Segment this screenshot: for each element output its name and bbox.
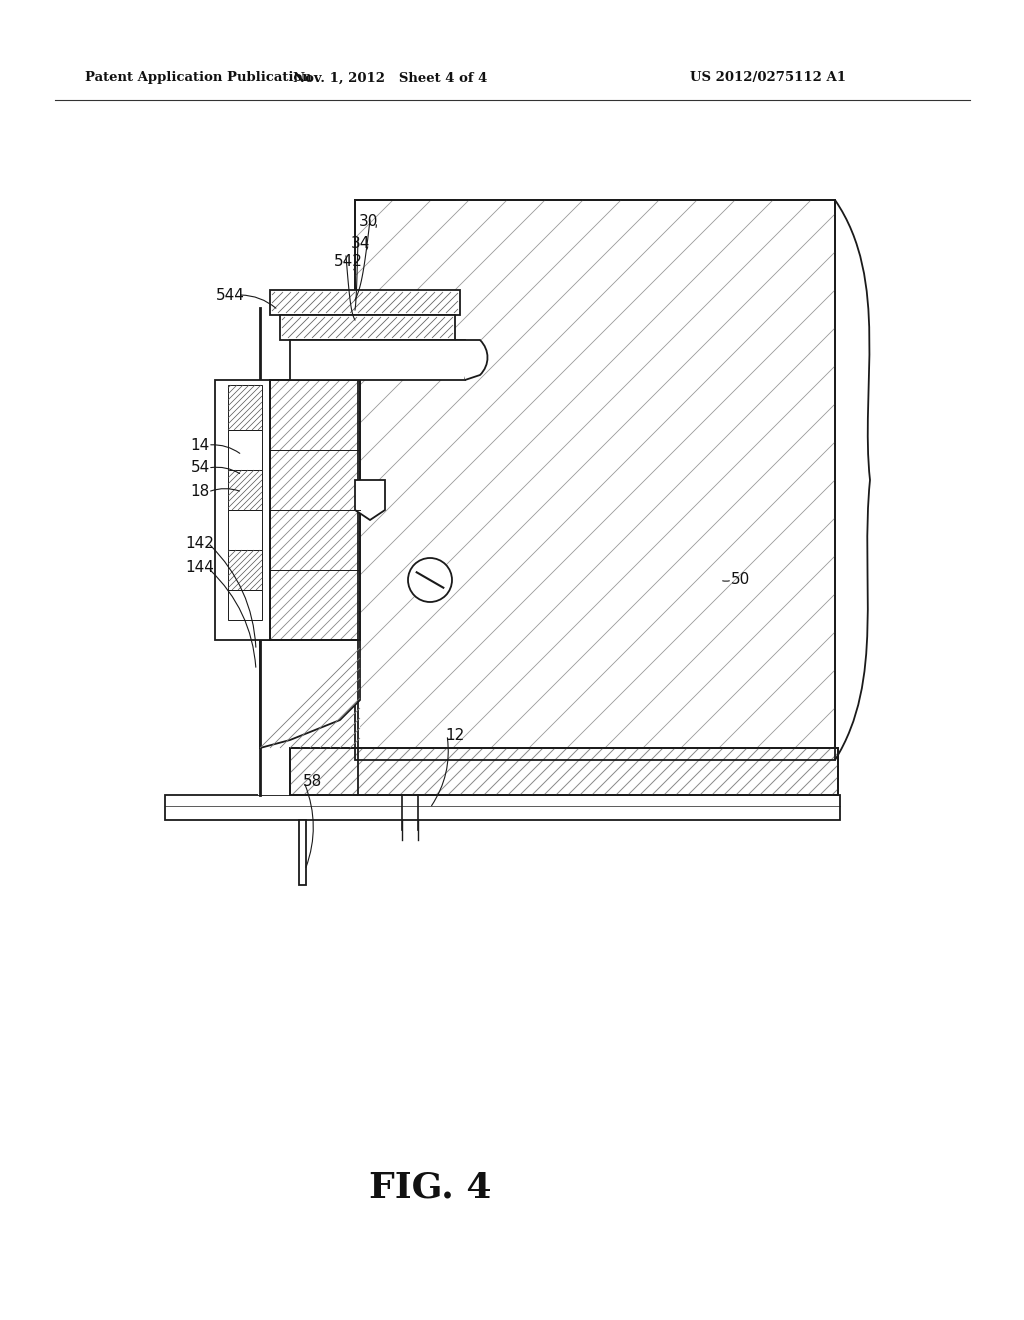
Bar <box>290 748 838 795</box>
Text: 12: 12 <box>445 727 465 742</box>
Bar <box>355 201 835 760</box>
Bar <box>290 748 838 795</box>
Polygon shape <box>260 640 360 748</box>
Bar <box>228 510 262 550</box>
Bar <box>355 201 835 760</box>
Text: 50: 50 <box>730 573 750 587</box>
Bar <box>258 308 360 795</box>
Text: 544: 544 <box>216 288 245 302</box>
Bar <box>228 550 262 590</box>
Bar <box>280 315 455 341</box>
Bar <box>228 385 262 430</box>
Text: 34: 34 <box>350 236 370 252</box>
Bar <box>355 201 835 760</box>
Text: US 2012/0275112 A1: US 2012/0275112 A1 <box>690 71 846 84</box>
Bar <box>270 380 360 640</box>
Text: 54: 54 <box>190 461 210 475</box>
Text: 142: 142 <box>185 536 214 550</box>
Bar <box>290 341 465 380</box>
Bar <box>270 380 360 640</box>
Text: Nov. 1, 2012   Sheet 4 of 4: Nov. 1, 2012 Sheet 4 of 4 <box>293 71 487 84</box>
Bar <box>299 820 306 884</box>
Text: Patent Application Publication: Patent Application Publication <box>85 71 311 84</box>
Circle shape <box>408 558 452 602</box>
Text: 144: 144 <box>185 561 214 576</box>
Text: 542: 542 <box>334 255 362 269</box>
Bar <box>165 795 840 820</box>
Text: 18: 18 <box>190 484 210 499</box>
Bar <box>228 470 262 510</box>
Text: 58: 58 <box>302 775 322 789</box>
Text: FIG. 4: FIG. 4 <box>369 1171 492 1205</box>
Bar <box>228 590 262 620</box>
Bar <box>228 430 262 470</box>
Bar <box>215 380 270 640</box>
PathPatch shape <box>455 341 487 380</box>
Bar <box>270 290 460 315</box>
Polygon shape <box>355 480 385 520</box>
Text: 30: 30 <box>358 214 378 230</box>
Text: 14: 14 <box>190 437 210 453</box>
